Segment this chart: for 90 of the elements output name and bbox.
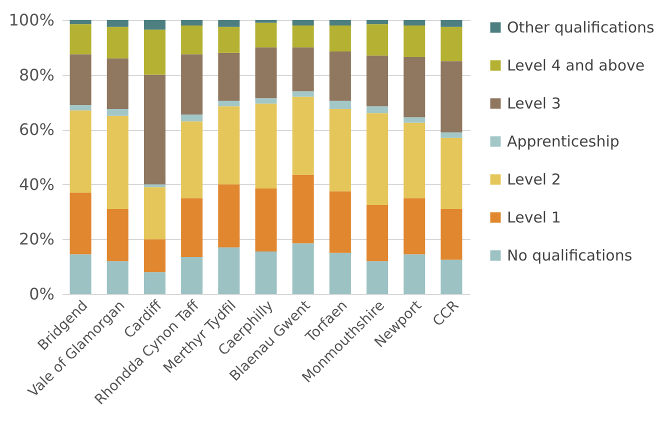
y-tick-label: 80% — [18, 65, 54, 84]
bar — [70, 20, 92, 24]
bar — [70, 104, 92, 110]
y-tick-label: 20% — [18, 230, 54, 249]
bar — [440, 132, 462, 138]
bar — [70, 192, 92, 254]
bar — [404, 20, 426, 26]
legend-label: No qualifications — [507, 246, 632, 264]
bar — [181, 121, 203, 198]
bar — [404, 56, 426, 118]
bar — [440, 209, 462, 260]
bar — [144, 74, 166, 184]
bar — [144, 272, 166, 294]
bar — [70, 24, 92, 54]
bar — [144, 187, 166, 240]
bar — [255, 22, 277, 48]
bar — [292, 91, 314, 97]
bar — [255, 104, 277, 189]
bar — [218, 247, 240, 294]
legend-label: Level 1 — [507, 208, 561, 226]
bar — [366, 261, 388, 294]
bar — [440, 138, 462, 210]
bar — [292, 243, 314, 294]
legend-label: Other qualifications — [507, 18, 655, 36]
bar — [181, 257, 203, 294]
bar — [404, 122, 426, 198]
bar — [366, 106, 388, 114]
y-tick-label: 100% — [8, 10, 54, 30]
bar — [255, 20, 277, 23]
bar — [218, 20, 240, 27]
bar — [292, 25, 314, 48]
bar — [144, 30, 166, 75]
bar — [181, 25, 203, 54]
bar — [366, 204, 388, 262]
legend-label: Apprenticeship — [507, 132, 620, 150]
bar — [440, 26, 462, 62]
bar — [106, 109, 128, 116]
bar — [329, 52, 351, 101]
bar — [255, 188, 277, 252]
bar — [292, 96, 314, 175]
bar — [292, 20, 314, 26]
bar — [144, 20, 166, 30]
bar — [404, 25, 426, 57]
bar — [106, 209, 128, 262]
y-tick-label: 40% — [18, 174, 54, 194]
legend-label: Level 3 — [507, 94, 561, 112]
bar — [329, 191, 351, 253]
bar — [106, 26, 128, 58]
bar — [366, 20, 388, 24]
bar — [70, 110, 92, 193]
bar — [181, 114, 203, 122]
bar — [329, 25, 351, 52]
bar — [218, 184, 240, 248]
bar — [292, 174, 314, 244]
legend-label: Level 4 and above — [507, 56, 645, 74]
bar — [366, 56, 388, 106]
y-tick-label: 60% — [18, 120, 54, 140]
bar — [181, 198, 203, 258]
bar — [218, 106, 240, 184]
bar — [329, 100, 351, 110]
bar — [181, 54, 203, 115]
y-tick-label: 0% — [29, 284, 54, 304]
bar — [70, 54, 92, 105]
bar — [218, 100, 240, 106]
bar — [144, 239, 166, 272]
bar — [106, 58, 128, 110]
bar — [255, 98, 277, 104]
bar — [366, 113, 388, 205]
bar — [329, 109, 351, 192]
legend-label: Level 2 — [507, 170, 561, 188]
bar — [440, 61, 462, 132]
bar — [218, 26, 240, 53]
bar — [106, 116, 128, 210]
bar — [255, 47, 277, 98]
bar — [106, 261, 128, 294]
bar — [144, 184, 166, 188]
bar — [70, 254, 92, 294]
bar — [404, 117, 426, 123]
bar — [106, 20, 128, 27]
bar — [404, 198, 426, 254]
bar — [440, 260, 462, 294]
bar — [181, 20, 203, 26]
bar — [255, 252, 277, 294]
bar — [329, 252, 351, 294]
bar — [218, 52, 240, 101]
bar — [329, 20, 351, 26]
bar — [292, 47, 314, 92]
bar — [440, 20, 462, 27]
bar — [366, 24, 388, 56]
bar — [404, 254, 426, 294]
